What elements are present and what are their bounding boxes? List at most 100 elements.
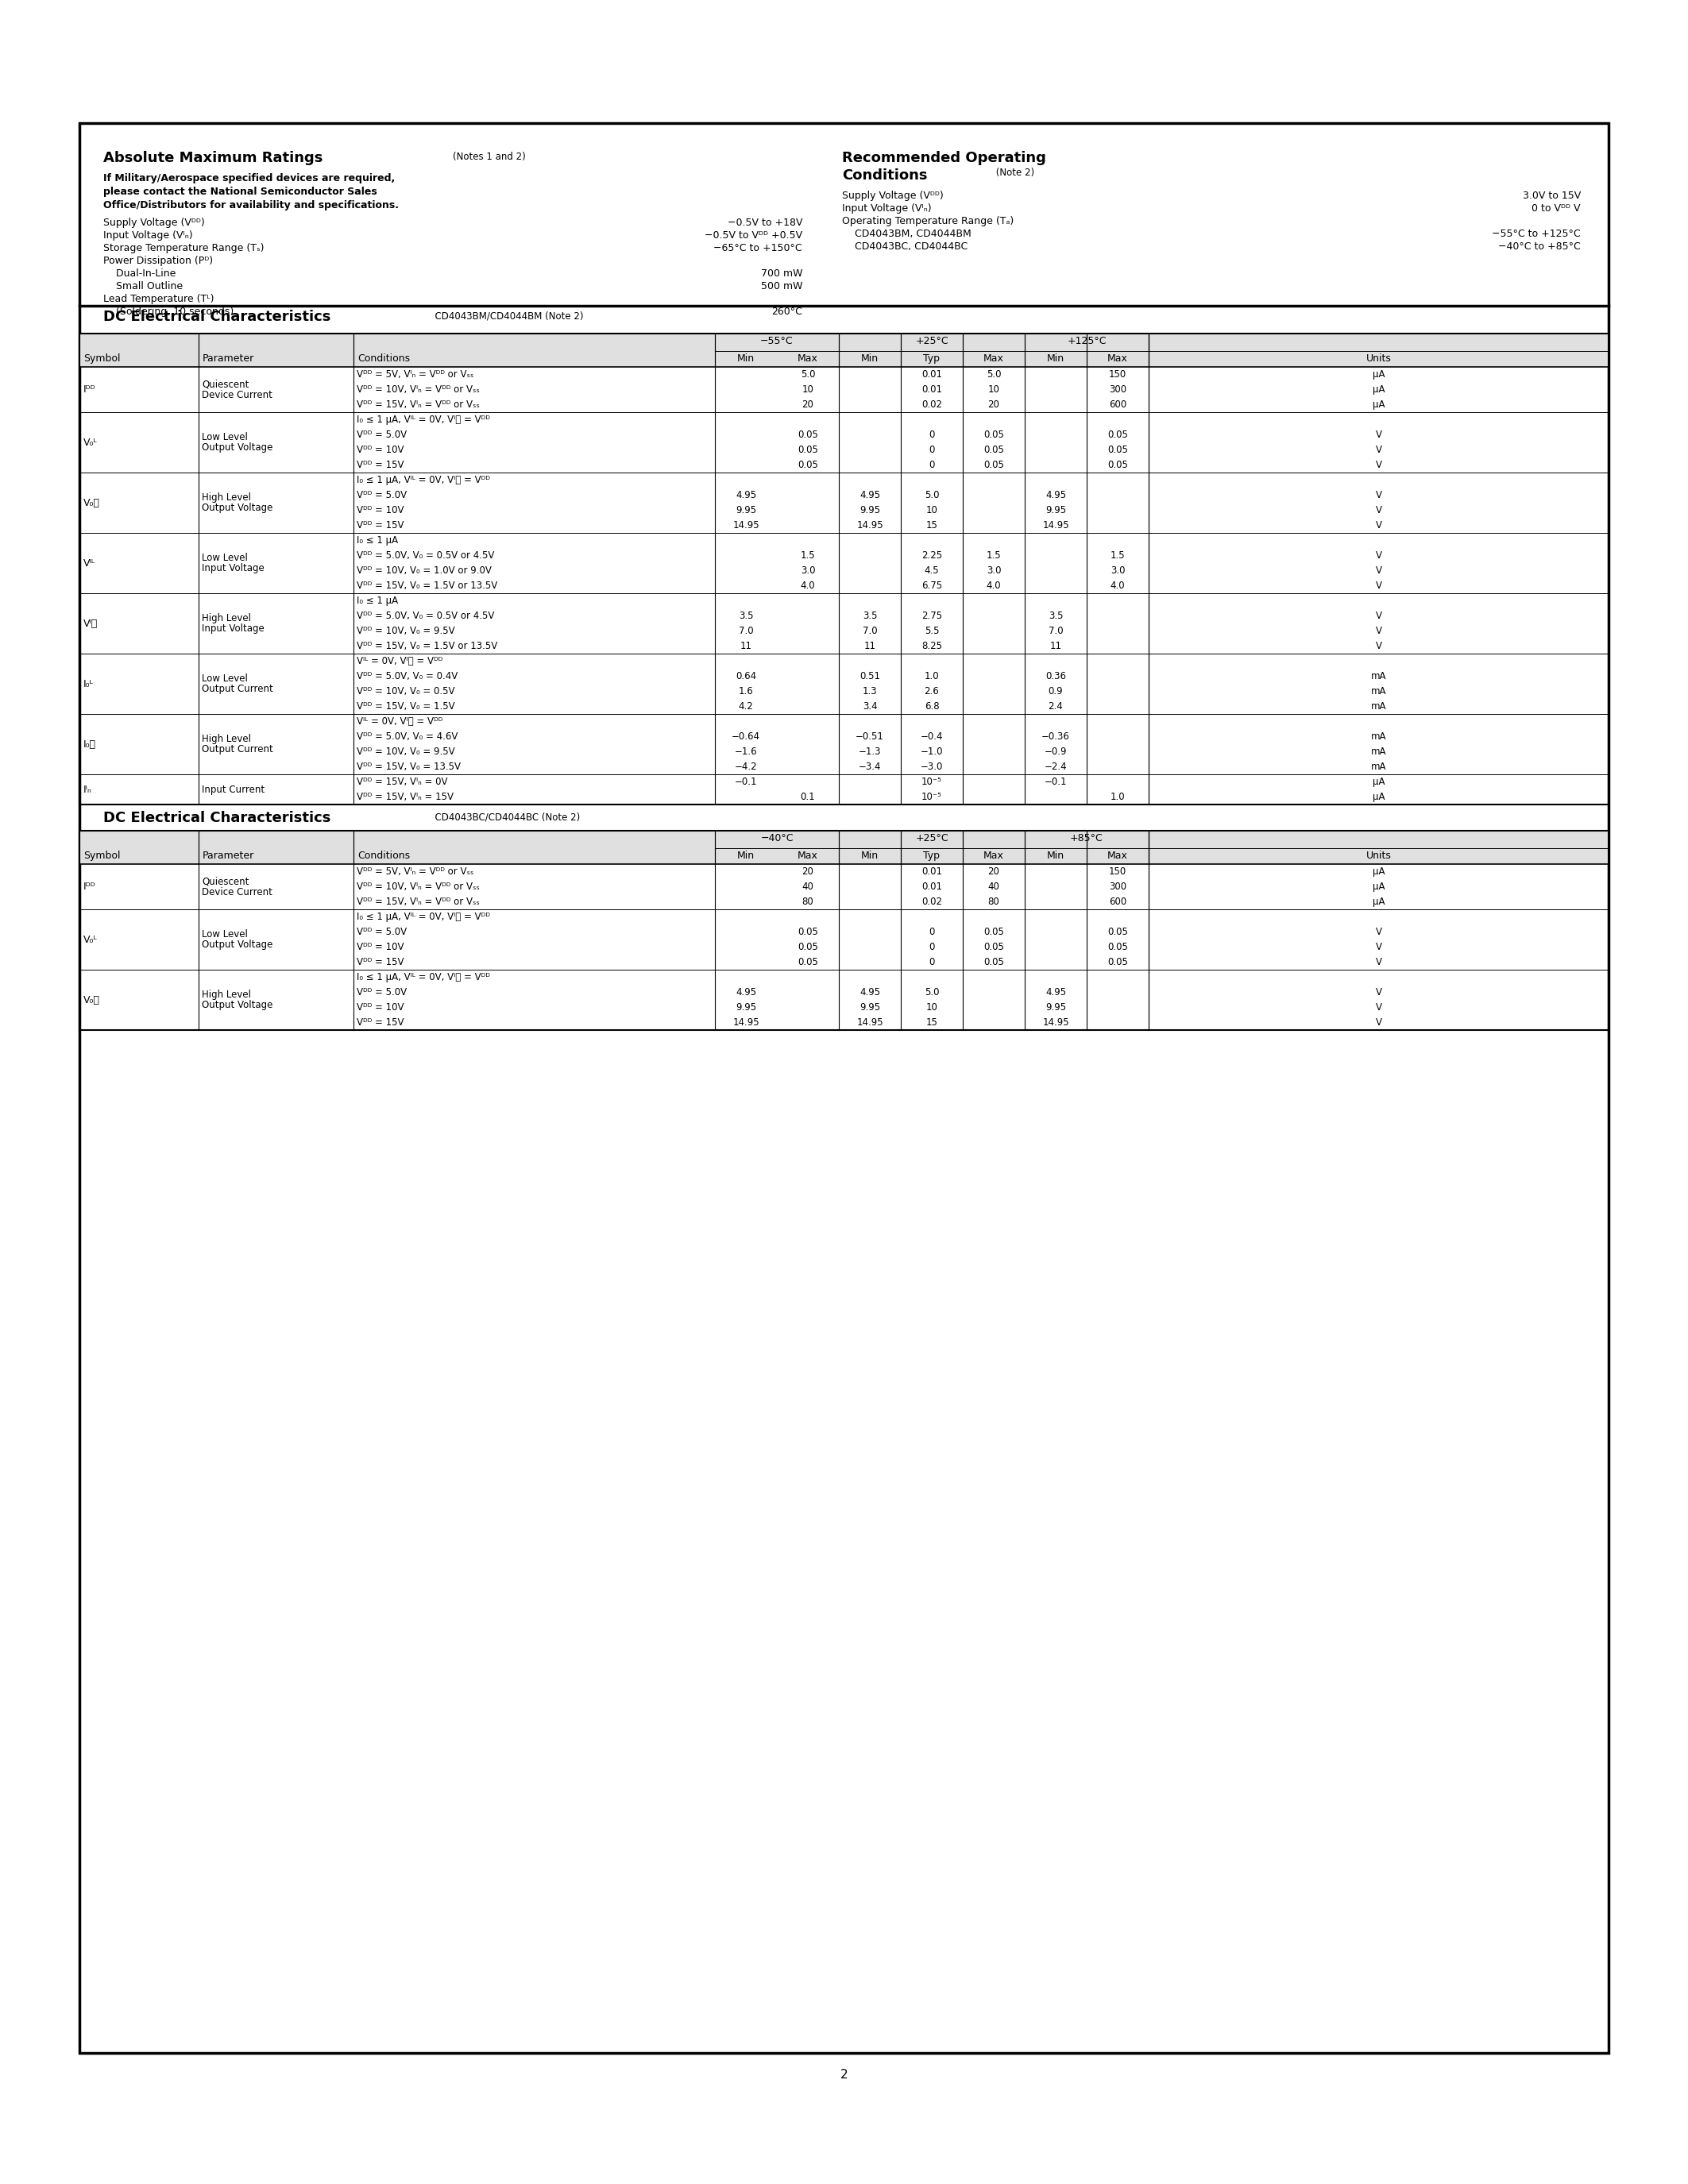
Text: Vᴰᴰ = 5.0V: Vᴰᴰ = 5.0V: [356, 987, 407, 998]
Text: 5.0: 5.0: [986, 369, 1001, 380]
Text: 0 to Vᴰᴰ V: 0 to Vᴰᴰ V: [1533, 203, 1580, 214]
Text: V: V: [1376, 550, 1382, 561]
Text: 4.95: 4.95: [859, 987, 879, 998]
Text: mA: mA: [1371, 686, 1386, 697]
Text: 5.0: 5.0: [925, 987, 939, 998]
Text: I₀ ≤ 1 μA, Vᴵᴸ = 0V, Vᴵ᫜ = Vᴰᴰ: I₀ ≤ 1 μA, Vᴵᴸ = 0V, Vᴵ᫜ = Vᴰᴰ: [356, 474, 490, 485]
Text: Input Voltage: Input Voltage: [203, 563, 265, 574]
Text: Vᴰᴰ = 15V, V₀ = 13.5V: Vᴰᴰ = 15V, V₀ = 13.5V: [356, 762, 461, 771]
Text: −0.9: −0.9: [1045, 747, 1067, 758]
Text: +85°C: +85°C: [1070, 832, 1104, 843]
Text: V: V: [1376, 581, 1382, 592]
Text: Low Level: Low Level: [203, 673, 248, 684]
Text: −0.51: −0.51: [856, 732, 885, 743]
Text: Vᴰᴰ = 5V, Vᴵₙ = Vᴰᴰ or Vₛₛ: Vᴰᴰ = 5V, Vᴵₙ = Vᴰᴰ or Vₛₛ: [356, 867, 474, 876]
Text: 0.02: 0.02: [922, 400, 942, 411]
Text: Quiescent: Quiescent: [203, 380, 248, 389]
Text: Parameter: Parameter: [203, 354, 255, 365]
Text: Output Voltage: Output Voltage: [203, 443, 273, 452]
Text: mA: mA: [1371, 747, 1386, 758]
Text: High Level: High Level: [203, 989, 252, 1000]
Text: Max: Max: [1107, 850, 1128, 860]
Text: I₀ ≤ 1 μA: I₀ ≤ 1 μA: [356, 596, 398, 605]
Text: Vᴰᴰ = 10V, V₀ = 9.5V: Vᴰᴰ = 10V, V₀ = 9.5V: [356, 627, 454, 636]
Text: −0.4: −0.4: [920, 732, 944, 743]
Text: 8.25: 8.25: [922, 640, 942, 651]
Text: −0.36: −0.36: [1041, 732, 1070, 743]
Text: 40: 40: [802, 882, 814, 891]
Text: Min: Min: [1047, 850, 1065, 860]
Text: V: V: [1376, 461, 1382, 470]
Text: Vᴰᴰ = 10V: Vᴰᴰ = 10V: [356, 505, 403, 515]
Bar: [79, 334, 1609, 804]
Text: Output Current: Output Current: [203, 684, 273, 695]
Text: 0.05: 0.05: [984, 926, 1004, 937]
Text: 0: 0: [928, 957, 935, 968]
Text: V: V: [1376, 446, 1382, 454]
Text: Lead Temperature (Tᴸ): Lead Temperature (Tᴸ): [103, 295, 214, 304]
Text: Vᴰᴰ = 15V, Vᴵₙ = Vᴰᴰ or Vₛₛ: Vᴰᴰ = 15V, Vᴵₙ = Vᴰᴰ or Vₛₛ: [356, 898, 479, 906]
Text: 0.05: 0.05: [984, 957, 1004, 968]
Text: Device Current: Device Current: [203, 887, 272, 898]
Text: CD4043BC/CD4044BC (Note 2): CD4043BC/CD4044BC (Note 2): [429, 812, 581, 821]
Text: V: V: [1376, 926, 1382, 937]
Text: 9.95: 9.95: [736, 1002, 756, 1013]
Bar: [79, 122, 1609, 2053]
Bar: [79, 830, 1609, 865]
Text: 4.95: 4.95: [1045, 987, 1067, 998]
Text: V: V: [1376, 957, 1382, 968]
Text: Min: Min: [861, 850, 878, 860]
Text: 3.5: 3.5: [863, 612, 878, 620]
Text: 1.5: 1.5: [800, 550, 815, 561]
Text: I₀ ≤ 1 μA, Vᴵᴸ = 0V, Vᴵ᫜ = Vᴰᴰ: I₀ ≤ 1 μA, Vᴵᴸ = 0V, Vᴵ᫜ = Vᴰᴰ: [356, 972, 490, 983]
Text: Vᴰᴰ = 10V, V₀ = 9.5V: Vᴰᴰ = 10V, V₀ = 9.5V: [356, 747, 454, 758]
Text: 0.05: 0.05: [798, 957, 819, 968]
Bar: [79, 334, 1609, 367]
Text: Supply Voltage (Vᴰᴰ): Supply Voltage (Vᴰᴰ): [103, 218, 204, 227]
Text: −1.6: −1.6: [734, 747, 758, 758]
Text: −55°C to +125°C: −55°C to +125°C: [1492, 229, 1580, 238]
Text: mA: mA: [1371, 670, 1386, 681]
Text: 0: 0: [928, 941, 935, 952]
Text: 3.0: 3.0: [800, 566, 815, 577]
Text: 1.5: 1.5: [986, 550, 1001, 561]
Text: 4.0: 4.0: [986, 581, 1001, 592]
Text: (Note 2): (Note 2): [993, 168, 1035, 177]
Text: −3.0: −3.0: [920, 762, 944, 771]
Text: Units: Units: [1366, 354, 1391, 365]
Text: 150: 150: [1109, 867, 1126, 876]
Text: μA: μA: [1372, 384, 1384, 395]
Text: 10: 10: [802, 384, 814, 395]
Text: Vᴰᴰ = 5.0V, V₀ = 0.5V or 4.5V: Vᴰᴰ = 5.0V, V₀ = 0.5V or 4.5V: [356, 612, 495, 620]
Text: −40°C to +85°C: −40°C to +85°C: [1499, 242, 1580, 251]
Text: Vᴰᴰ = 15V, V₀ = 1.5V or 13.5V: Vᴰᴰ = 15V, V₀ = 1.5V or 13.5V: [356, 640, 498, 651]
Text: please contact the National Semiconductor Sales: please contact the National Semiconducto…: [103, 186, 376, 197]
Text: V: V: [1376, 1002, 1382, 1013]
Text: 4.95: 4.95: [1045, 489, 1067, 500]
Text: 3.4: 3.4: [863, 701, 878, 712]
Text: 0.1: 0.1: [800, 793, 815, 802]
Text: Iᴰᴰ: Iᴰᴰ: [83, 384, 96, 395]
Text: −40°C: −40°C: [760, 832, 793, 843]
Text: μA: μA: [1372, 793, 1384, 802]
Text: 2.6: 2.6: [925, 686, 939, 697]
Bar: [79, 334, 1609, 367]
Text: +25°C: +25°C: [915, 832, 949, 843]
Text: Device Current: Device Current: [203, 389, 272, 400]
Text: μA: μA: [1372, 400, 1384, 411]
Text: V: V: [1376, 627, 1382, 636]
Text: mA: mA: [1371, 701, 1386, 712]
Text: High Level: High Level: [203, 614, 252, 622]
Text: 5.5: 5.5: [925, 627, 939, 636]
Text: mA: mA: [1371, 762, 1386, 771]
Text: Vᴰᴰ = 10V, V₀ = 1.0V or 9.0V: Vᴰᴰ = 10V, V₀ = 1.0V or 9.0V: [356, 566, 491, 577]
Text: 0.01: 0.01: [922, 384, 942, 395]
Text: Vᴰᴰ = 5.0V, V₀ = 0.5V or 4.5V: Vᴰᴰ = 5.0V, V₀ = 0.5V or 4.5V: [356, 550, 495, 561]
Text: Min: Min: [738, 850, 755, 860]
Text: Low Level: Low Level: [203, 432, 248, 443]
Text: 1.6: 1.6: [738, 686, 753, 697]
Text: Vᴰᴰ = 15V: Vᴰᴰ = 15V: [356, 1018, 403, 1029]
Text: Vᴵᴸ = 0V, Vᴵ᫜ = Vᴰᴰ: Vᴵᴸ = 0V, Vᴵ᫜ = Vᴰᴰ: [356, 655, 442, 666]
Text: Dual-In-Line: Dual-In-Line: [103, 269, 176, 280]
Text: Output Current: Output Current: [203, 745, 273, 753]
